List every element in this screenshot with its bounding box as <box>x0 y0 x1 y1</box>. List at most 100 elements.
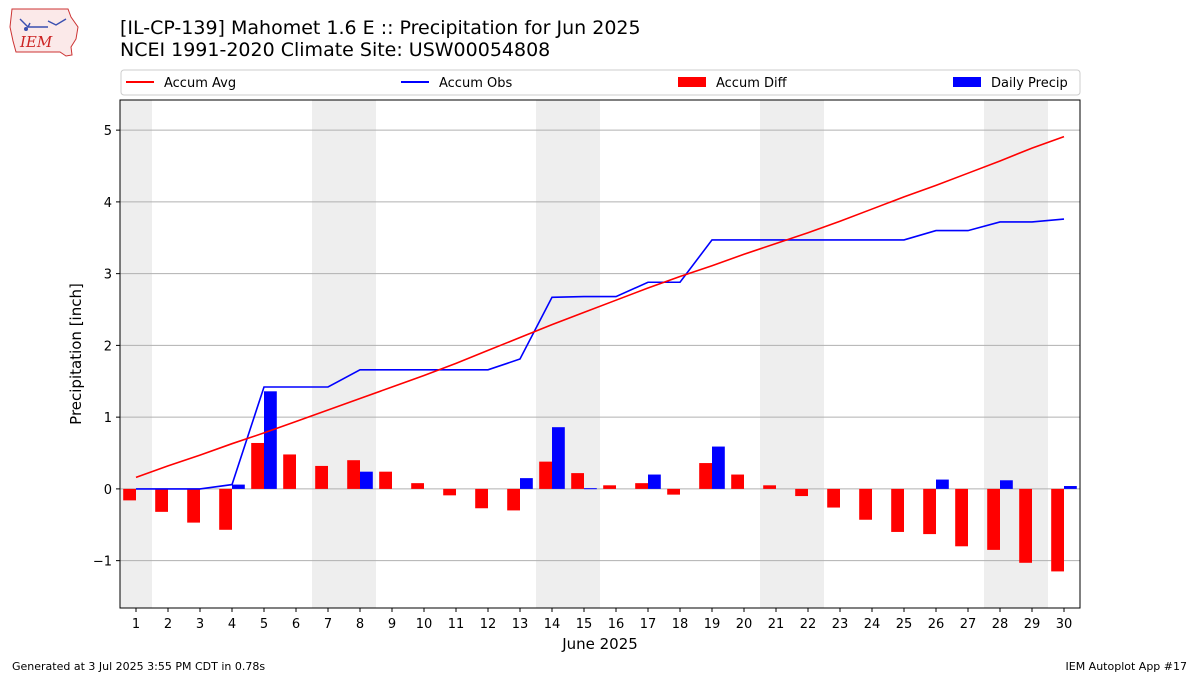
legend-box <box>120 69 1081 96</box>
daily-precip-bar-day-17 <box>648 474 661 489</box>
accum-diff-bar-day-17 <box>635 483 648 489</box>
iem-logo: IEM <box>9 8 79 57</box>
x-tick-label-12: 12 <box>480 617 497 632</box>
x-axis-label: June 2025 <box>561 635 638 653</box>
y-tick-label-0: 0 <box>104 483 112 498</box>
accum-diff-bar-day-23 <box>827 488 840 508</box>
accum-diff-bar-day-25 <box>891 488 904 532</box>
y-tick-label-3: 3 <box>104 268 112 283</box>
x-tick-label-9: 9 <box>388 617 396 632</box>
x-tick-label-15: 15 <box>576 617 593 632</box>
legend-label-accum-avg: Accum Avg <box>164 76 236 91</box>
plot-frame <box>119 99 1081 609</box>
daily-precip-bar-day-26 <box>936 479 949 489</box>
x-tick-label-29: 29 <box>1024 617 1041 632</box>
legend-swatch-daily-precip <box>953 77 981 87</box>
accum-diff-bar-day-4 <box>219 488 232 530</box>
daily-precip-bar-day-8 <box>360 471 373 489</box>
accum-diff-bar-day-15 <box>571 473 584 489</box>
x-tick-label-28: 28 <box>992 617 1009 632</box>
x-tick-label-26: 26 <box>928 617 945 632</box>
x-tick-label-10: 10 <box>416 617 433 632</box>
autoplot-app-label: IEM Autoplot App #17 <box>1065 660 1188 673</box>
daily-precip-bar-day-28 <box>1000 480 1013 489</box>
x-tick-label-21: 21 <box>768 617 785 632</box>
x-tick-label-27: 27 <box>960 617 977 632</box>
weekend-band-1 <box>120 100 152 608</box>
legend-label-accum-obs: Accum Obs <box>439 76 512 91</box>
x-tick-label-4: 4 <box>228 617 236 632</box>
y-tick-label--1: −1 <box>93 555 112 570</box>
daily-precip-bar-day-4 <box>232 484 245 489</box>
logo-text: IEM <box>19 33 53 51</box>
accum-diff-bar-day-2 <box>155 488 168 512</box>
accum-diff-bar-day-21 <box>763 485 776 489</box>
accum-diff-bar-day-8 <box>347 460 360 489</box>
accum-diff-bar-day-18 <box>667 488 680 495</box>
x-tick-label-13: 13 <box>512 617 529 632</box>
accum-diff-bar-day-11 <box>443 488 456 496</box>
daily-precip-bar-day-5 <box>264 391 277 489</box>
legend-swatch-accum-diff <box>678 77 706 87</box>
daily-precip-bar-day-30 <box>1064 486 1077 489</box>
accum-diff-bar-day-16 <box>603 485 616 489</box>
accum-diff-bar-day-10 <box>411 483 424 489</box>
x-tick-label-3: 3 <box>196 617 204 632</box>
accum-diff-bar-day-29 <box>1019 488 1032 563</box>
x-tick-label-6: 6 <box>292 617 300 632</box>
y-tick-label-2: 2 <box>104 339 112 354</box>
accum-diff-bar-day-13 <box>507 488 520 511</box>
accum-diff-bar-day-20 <box>731 474 744 489</box>
daily-precip-bar-day-13 <box>520 478 533 489</box>
legend: Accum Avg Accum Obs Accum Diff Daily Precip <box>120 69 1081 96</box>
x-tick-label-2: 2 <box>164 617 172 632</box>
x-tick-label-11: 11 <box>448 617 465 632</box>
accum-diff-bar-day-30 <box>1051 488 1064 572</box>
generated-timestamp: Generated at 3 Jul 2025 3:55 PM CDT in 0… <box>12 660 266 673</box>
x-tick-label-20: 20 <box>736 617 753 632</box>
chart-title-line1: [IL-CP-139] Mahomet 1.6 E :: Precipitati… <box>120 17 641 39</box>
x-tick-label-25: 25 <box>896 617 913 632</box>
accum-diff-bar-day-28 <box>987 488 1000 550</box>
accum-diff-bar-day-27 <box>955 488 968 547</box>
accum-diff-bar-day-19 <box>699 463 712 489</box>
x-tick-label-24: 24 <box>864 617 881 632</box>
x-tick-label-30: 30 <box>1056 617 1073 632</box>
x-tick-label-17: 17 <box>640 617 657 632</box>
accum-diff-bar-day-1 <box>123 488 136 501</box>
accum-diff-bar-day-12 <box>475 488 488 509</box>
x-tick-label-18: 18 <box>672 617 689 632</box>
daily-precip-bar-day-14 <box>552 427 565 489</box>
daily-precip-bar-day-15 <box>584 488 597 490</box>
x-tick-label-23: 23 <box>832 617 849 632</box>
daily-precip-bar-day-19 <box>712 446 725 489</box>
legend-label-daily-precip: Daily Precip <box>991 76 1068 91</box>
y-tick-label-1: 1 <box>104 411 112 426</box>
x-tick-label-19: 19 <box>704 617 721 632</box>
x-tick-label-7: 7 <box>324 617 332 632</box>
weekend-band-3 <box>536 100 600 608</box>
accum-diff-bar-day-6 <box>283 454 296 489</box>
accum-diff-bar-day-24 <box>859 488 872 520</box>
x-tick-label-14: 14 <box>544 617 561 632</box>
accum-obs-line <box>136 218 1065 490</box>
y-tick-label-5: 5 <box>104 124 112 139</box>
x-tick-label-5: 5 <box>260 617 268 632</box>
accum-diff-bar-day-26 <box>923 488 936 535</box>
accum-diff-bar-day-22 <box>795 488 808 497</box>
accum-diff-bar-day-3 <box>187 488 200 523</box>
legend-label-accum-diff: Accum Diff <box>716 76 788 91</box>
chart-title-line2: NCEI 1991-2020 Climate Site: USW00054808 <box>120 39 551 61</box>
accum-diff-bar-day-14 <box>539 461 552 489</box>
accum-diff-bar-day-7 <box>315 465 328 489</box>
x-tick-label-22: 22 <box>800 617 817 632</box>
accum-diff-bar-day-9 <box>379 471 392 489</box>
weekend-band-4 <box>760 100 824 608</box>
weekend-band-2 <box>312 100 376 608</box>
x-tick-label-16: 16 <box>608 617 625 632</box>
x-tick-label-8: 8 <box>356 617 364 632</box>
x-tick-label-1: 1 <box>132 617 140 632</box>
accum-diff-bar-day-5 <box>251 442 264 489</box>
y-axis-label: Precipitation [inch] <box>67 283 85 425</box>
accum-avg-line <box>135 135 1065 479</box>
